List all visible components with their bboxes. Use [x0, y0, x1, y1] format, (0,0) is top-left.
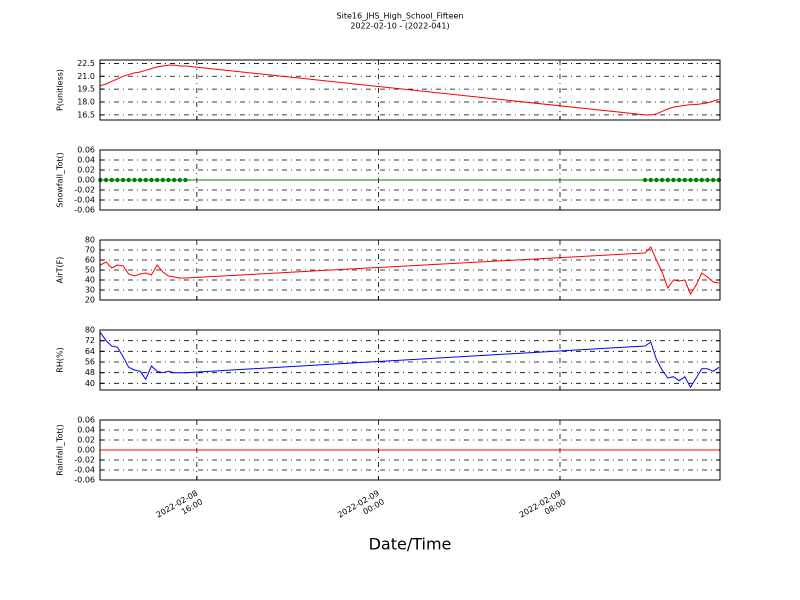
y-tick-label: 40: [85, 379, 95, 388]
chart-title: Site16_JHS_High_School_Fifteen: [337, 12, 464, 21]
x-tick-label: 2022-02-0900:00: [336, 488, 386, 528]
y-tick-label: 30: [85, 286, 95, 295]
data-point: [137, 177, 143, 183]
y-tick-label: 18.0: [77, 98, 95, 107]
y-tick-label: 50: [85, 266, 95, 275]
axes-frame: [99, 59, 721, 121]
data-point: [154, 177, 160, 183]
y-tick-label: -0.02: [74, 186, 95, 195]
y-tick-label: 60: [85, 256, 95, 265]
x-tick-group: 2022-02-0908:00: [517, 488, 567, 528]
y-tick-label: 0.00: [77, 446, 95, 455]
data-point: [682, 177, 688, 183]
data-line: [100, 246, 719, 296]
y-tick-label: 22.5: [77, 59, 95, 68]
data-point: [149, 177, 154, 183]
axes-frame: [99, 419, 721, 481]
data-point: [120, 177, 126, 183]
data-point: [671, 177, 676, 183]
x-tick-label: 2022-02-0908:00: [517, 488, 567, 528]
y-tick-label: 0.06: [77, 416, 95, 425]
x-tick-group: 2022-02-0900:00: [336, 488, 386, 528]
axes-frame: [99, 329, 721, 391]
y-tick-label: 80: [85, 326, 95, 335]
data-point: [160, 177, 165, 183]
y-tick-label: 21.0: [77, 72, 95, 81]
data-point: [103, 177, 109, 183]
x-tick-group: 2022-02-0816:00: [154, 488, 204, 528]
data-point: [665, 177, 670, 183]
y-tick-label: 0.06: [77, 146, 95, 155]
data-point: [710, 177, 716, 183]
data-point: [177, 177, 183, 183]
y-tick-label: -0.02: [74, 456, 95, 465]
y-tick-label: -0.06: [74, 476, 95, 485]
y-axis-label: Snowfall_Tot(): [56, 152, 65, 208]
data-point: [166, 177, 171, 183]
data-point: [688, 177, 693, 183]
y-axis-label: AirT(F): [56, 257, 65, 284]
y-tick-label: 56: [85, 358, 95, 367]
y-tick-label: 0.04: [77, 426, 95, 435]
y-tick-label: 72: [85, 336, 95, 345]
data-point: [109, 177, 114, 183]
y-tick-label: 20: [85, 296, 95, 305]
data-point: [654, 177, 659, 183]
y-tick-label: 48: [85, 368, 95, 377]
data-line: [99, 332, 720, 389]
chart-subtitle: 2022-02-10 - (2022-041): [350, 22, 449, 31]
y-tick-label: 16.5: [77, 110, 95, 119]
y-tick-label: 64: [85, 347, 95, 356]
data-point: [648, 177, 653, 183]
y-tick-label: -0.06: [74, 206, 95, 215]
data-point: [693, 177, 699, 183]
y-tick-label: 80: [85, 236, 95, 245]
data-point: [699, 177, 705, 183]
data-point: [115, 177, 120, 183]
data-point: [143, 177, 148, 183]
x-tick-label: 2022-02-0816:00: [154, 488, 204, 528]
data-point: [705, 177, 710, 183]
data-point: [183, 177, 188, 183]
y-tick-label: -0.04: [74, 196, 95, 205]
axes-frame: [99, 149, 721, 211]
axes-frame: [99, 239, 721, 301]
data-point: [676, 177, 682, 183]
data-point: [659, 177, 665, 183]
data-point: [171, 177, 177, 183]
y-tick-label: 19.5: [77, 85, 95, 94]
y-axis-label: RH(%): [56, 347, 65, 372]
y-tick-label: 70: [85, 246, 95, 255]
y-tick-label: 0.02: [77, 436, 95, 445]
data-point: [126, 177, 131, 183]
y-tick-label: 0.00: [77, 176, 95, 185]
data-point: [132, 177, 137, 183]
data-line: [100, 64, 720, 116]
y-axis-label: P(unitless): [56, 69, 65, 111]
y-tick-label: 40: [85, 276, 95, 285]
y-tick-label: 0.02: [77, 166, 95, 175]
y-tick-label: 0.04: [77, 156, 95, 165]
y-tick-label: -0.04: [74, 466, 95, 475]
x-axis-label: Date/Time: [369, 535, 452, 554]
y-axis-label: Rainfall_Tot(): [56, 424, 65, 476]
data-point: [642, 177, 648, 183]
